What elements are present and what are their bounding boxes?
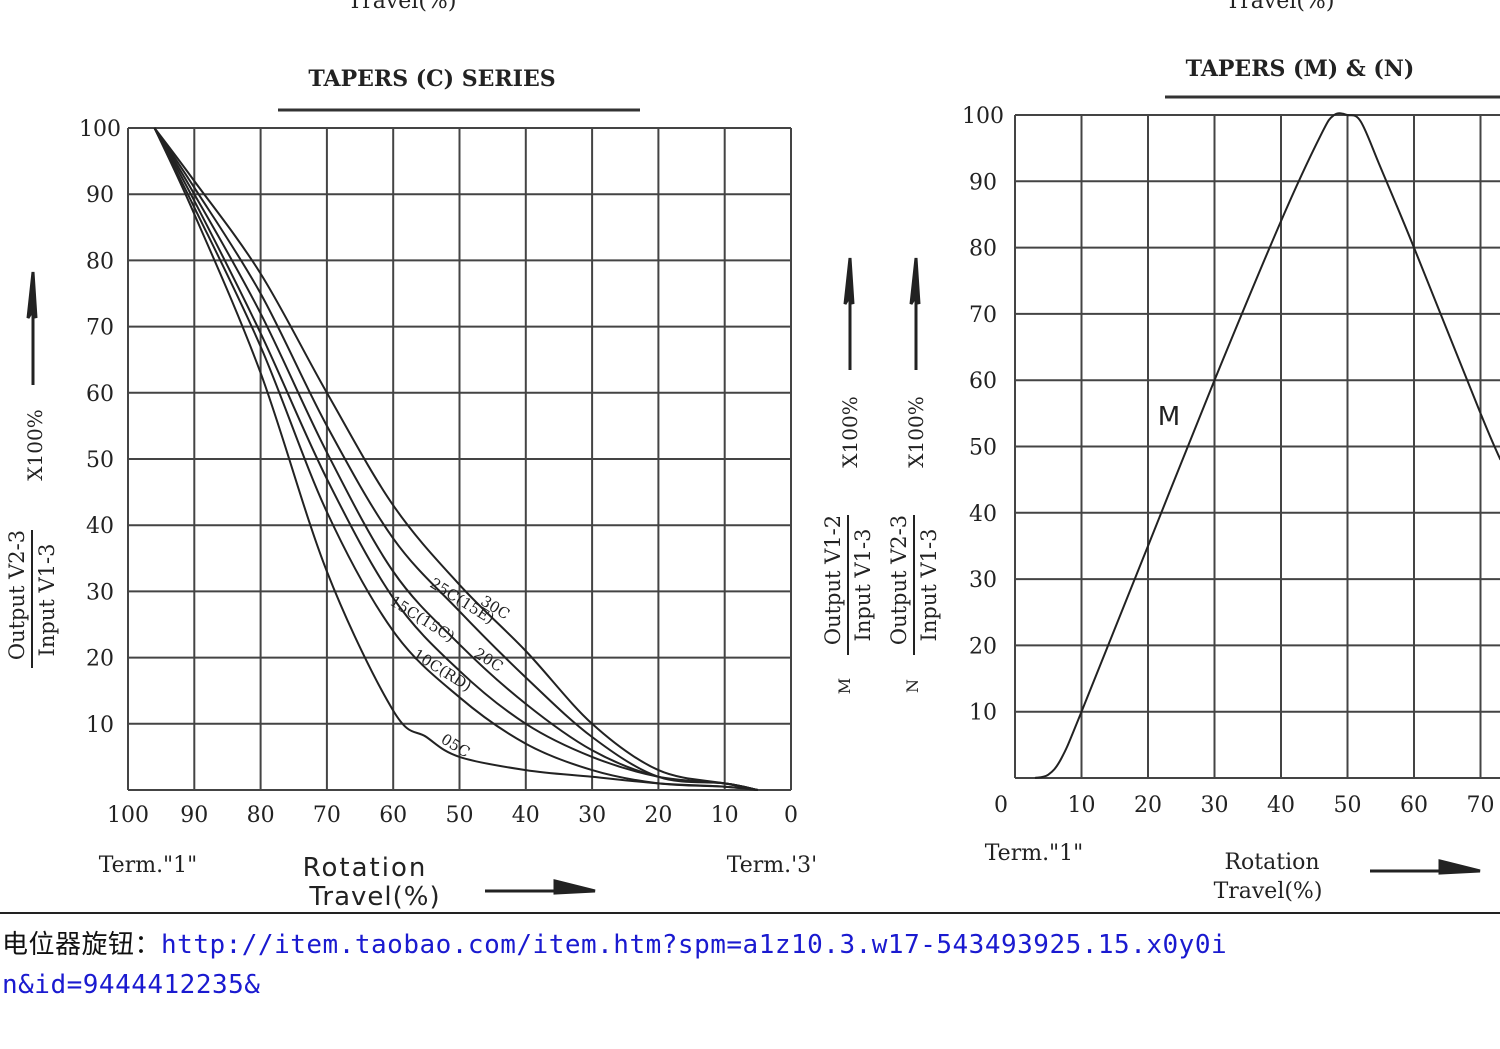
c-chart-title: TAPERS (C) SERIES [308, 66, 555, 92]
mn-y-tick-label: 60 [969, 369, 997, 394]
footer: 电位器旋钮：http://item.taobao.com/item.htm?sp… [0, 912, 1500, 1049]
c-y-tick-label: 80 [86, 249, 114, 274]
c-series-line-15c-15c- [153, 127, 759, 791]
mn-y-tick-label: 70 [969, 303, 997, 328]
c-curve-label: 05C [438, 730, 473, 761]
mn-x-tick-label: 30 [1201, 793, 1229, 818]
m-y-denominator: Input V1-3 [851, 529, 875, 642]
mn-x-label-line1: Rotation [1224, 850, 1319, 875]
c-y-tick-label: 50 [86, 448, 114, 473]
c-y-tick-label: 20 [86, 647, 114, 672]
mn-y-tick-label: 80 [969, 237, 997, 262]
c-y-tick-label: 40 [86, 514, 114, 539]
mn-y-tick-label: 20 [969, 634, 997, 659]
m-y-numerator: Output V1-2 [821, 515, 845, 645]
m-curve-label: M [1158, 402, 1180, 432]
n-y-denominator: Input V1-3 [917, 529, 941, 642]
mn-x-tick-label: 50 [1334, 793, 1362, 818]
mn-y-tick-label: 90 [969, 170, 997, 195]
mn-y-ticks: 100 90 80 70 60 50 40 30 20 10 [962, 104, 1004, 726]
c-y-arrow [26, 271, 38, 385]
mn-series-lines [1034, 112, 1500, 779]
c-y-denominator: Input V1-3 [35, 544, 59, 657]
c-x-tick-label: 10 [711, 803, 739, 828]
c-y-tick-label: 60 [86, 382, 114, 407]
c-x-tick-label: 90 [180, 803, 208, 828]
c-y-ticks: 100 90 80 70 60 50 40 30 20 10 [79, 117, 121, 738]
mn-x-tick-label: 40 [1267, 793, 1295, 818]
c-y-multiplier: X100% [23, 409, 47, 480]
c-x-tick-label: 50 [446, 803, 474, 828]
c-grid [127, 127, 792, 791]
mn-y-tick-label: 50 [969, 436, 997, 461]
mn-y-tick-label: 10 [969, 701, 997, 726]
n-y-letter: N [903, 679, 922, 693]
chart-area: Travel(%) Travel(%) TAPERS (C) SERIES 10… [5, 0, 1500, 912]
mn-x-ticks: 0 10 20 30 40 50 60 70 [994, 793, 1495, 818]
c-y-axis-label: X100% Output V2-3 Input V1-3 [5, 271, 59, 668]
c-x-label-line1: Rotation [303, 853, 428, 883]
c-x-ticks: 100 90 80 70 60 50 40 30 20 10 0 [107, 803, 798, 828]
c-term-right: Term.'3' [727, 853, 817, 878]
mn-x-tick-label: 0 [994, 793, 1008, 818]
c-series-line-30c [153, 127, 759, 791]
c-x-label-line2: Travel(%) [308, 882, 440, 912]
n-y-multiplier: X100% [904, 396, 928, 467]
c-x-tick-label: 70 [313, 803, 341, 828]
mn-x-tick-label: 60 [1400, 793, 1428, 818]
footer-line-2: n&id=9444412235& [2, 970, 260, 1000]
mn-y-tick-label: 30 [969, 568, 997, 593]
mn-x-arrow [1370, 859, 1481, 875]
c-y-tick-label: 70 [86, 316, 114, 341]
n-y-arrow [909, 257, 921, 370]
c-x-tick-label: 20 [644, 803, 672, 828]
c-y-tick-label: 100 [79, 117, 121, 142]
m-y-multiplier: X100% [838, 396, 862, 467]
mn-y-tick-label: 40 [969, 502, 997, 527]
c-x-tick-label: 0 [784, 803, 798, 828]
top-fragment-right: Travel(%) [1226, 0, 1335, 14]
mn-y-tick-label: 100 [962, 104, 1004, 129]
mn-chart-title: TAPERS (M) & (N) [1186, 56, 1415, 82]
mn-term-left: Term."1" [985, 841, 1084, 866]
c-curve-label: 10C(RD) [410, 645, 475, 695]
c-x-tick-label: 40 [512, 803, 540, 828]
c-y-tick-label: 90 [86, 183, 114, 208]
mn-y-axis-labels: X100% Output V1-2 Input V1-3 M X100% Out… [821, 257, 941, 694]
m-y-arrow [843, 257, 855, 370]
footer-line-1: 电位器旋钮：http://item.taobao.com/item.htm?sp… [2, 924, 1227, 961]
c-x-tick-label: 80 [247, 803, 275, 828]
c-y-tick-label: 10 [86, 713, 114, 738]
mn-x-tick-label: 10 [1068, 793, 1096, 818]
c-y-numerator: Output V2-3 [5, 530, 29, 660]
mn-x-label-line2: Travel(%) [1214, 879, 1323, 904]
c-term-left: Term."1" [99, 853, 198, 878]
taper-charts: Travel(%) Travel(%) TAPERS (C) SERIES 10… [5, 0, 1500, 912]
c-series-line-05c [153, 127, 759, 791]
c-x-tick-label: 100 [107, 803, 149, 828]
c-x-tick-label: 30 [578, 803, 606, 828]
footer-url-part2[interactable]: n&id=9444412235& [2, 970, 261, 1000]
mn-grid [1014, 114, 1500, 779]
c-series-lines [153, 127, 759, 791]
n-y-numerator: Output V2-3 [887, 515, 911, 645]
top-fragment-left: Travel(%) [348, 0, 457, 14]
m-y-letter: M [835, 678, 854, 694]
mn-x-tick-label: 20 [1134, 793, 1162, 818]
mn-series-line-m [1034, 112, 1500, 779]
c-y-tick-label: 30 [86, 580, 114, 605]
c-x-tick-label: 60 [379, 803, 407, 828]
mn-x-tick-label: 70 [1467, 793, 1495, 818]
c-x-arrow [485, 879, 596, 895]
c-series-chart: TAPERS (C) SERIES 100908070605040302010 … [5, 66, 817, 912]
footer-url-part1[interactable]: http://item.taobao.com/item.htm?spm=a1z1… [161, 930, 1228, 960]
footer-label: 电位器旋钮： [2, 930, 162, 960]
